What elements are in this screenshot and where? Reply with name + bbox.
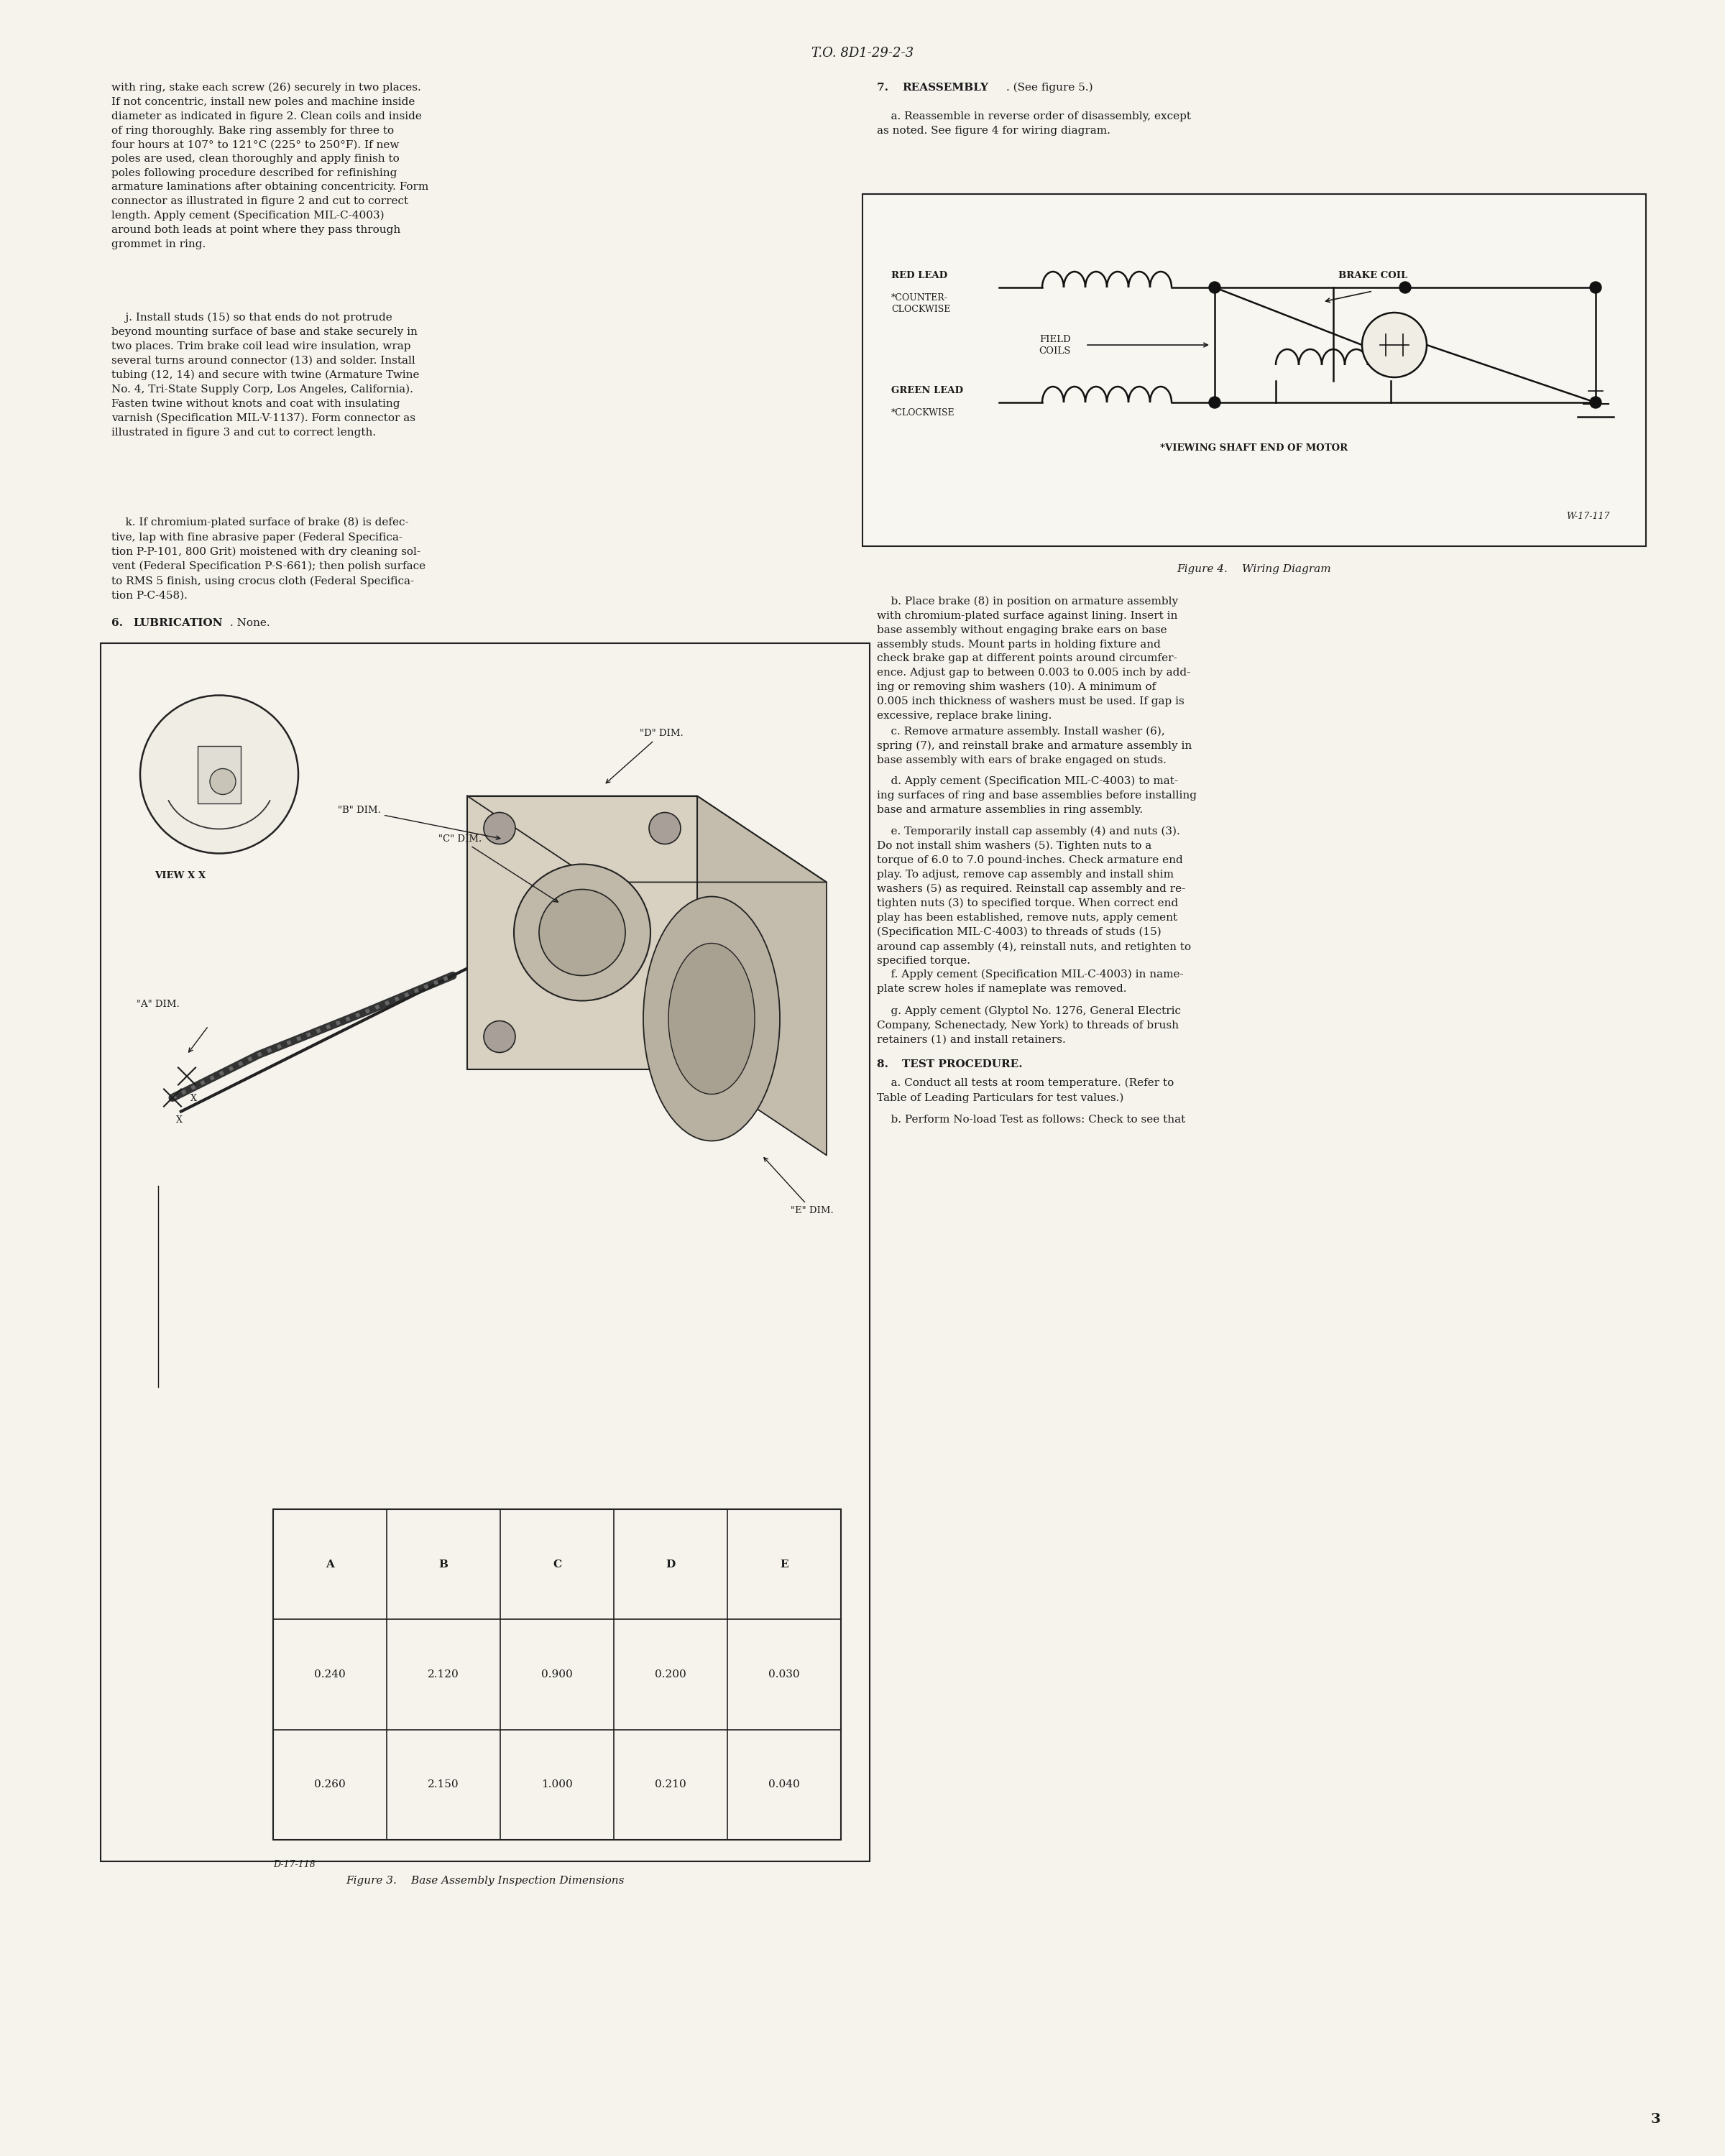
Text: D: D xyxy=(666,1559,676,1570)
Text: B: B xyxy=(438,1559,448,1570)
Text: b. Perform No-load Test as follows: Check to see that: b. Perform No-load Test as follows: Chec… xyxy=(876,1115,1185,1125)
Text: 6.: 6. xyxy=(112,619,131,627)
Text: j. Install studs (15) so that ends do not protrude
beyond mounting surface of ba: j. Install studs (15) so that ends do no… xyxy=(112,313,419,438)
Text: "E" DIM.: "E" DIM. xyxy=(764,1158,833,1216)
Text: f. Apply cement (Specification MIL-C-4003) in name-
plate screw holes if namepla: f. Apply cement (Specification MIL-C-400… xyxy=(876,970,1183,994)
Text: C: C xyxy=(552,1559,561,1570)
Text: 2.120: 2.120 xyxy=(428,1669,459,1680)
Text: 0.040: 0.040 xyxy=(768,1779,800,1789)
Text: 0.240: 0.240 xyxy=(314,1669,345,1680)
Text: 3: 3 xyxy=(1651,2113,1659,2126)
Text: LUBRICATION: LUBRICATION xyxy=(133,619,223,627)
Ellipse shape xyxy=(643,897,780,1141)
Text: T.O. 8D1-29-2-3: T.O. 8D1-29-2-3 xyxy=(811,47,914,60)
Text: g. Apply cement (Glyptol No. 1276, General Electric
Company, Schenectady, New Yo: g. Apply cement (Glyptol No. 1276, Gener… xyxy=(876,1005,1182,1046)
Circle shape xyxy=(649,813,681,845)
Text: E: E xyxy=(780,1559,788,1570)
Text: BRAKE COIL: BRAKE COIL xyxy=(1339,272,1408,280)
Circle shape xyxy=(483,813,516,845)
Text: *COUNTER-
CLOCKWISE: *COUNTER- CLOCKWISE xyxy=(892,293,950,315)
Text: Figure 4.  Wiring Diagram: Figure 4. Wiring Diagram xyxy=(1176,565,1332,573)
Circle shape xyxy=(1399,282,1411,293)
Ellipse shape xyxy=(669,944,756,1095)
Circle shape xyxy=(483,1022,516,1052)
Text: "C" DIM.: "C" DIM. xyxy=(438,834,557,901)
Circle shape xyxy=(514,865,650,1000)
Text: e. Temporarily install cap assembly (4) and nuts (3).
Do not install shim washer: e. Temporarily install cap assembly (4) … xyxy=(876,826,1190,966)
Text: 0.200: 0.200 xyxy=(656,1669,687,1680)
Text: . None.: . None. xyxy=(229,619,271,627)
Text: X: X xyxy=(190,1095,197,1104)
Text: RED LEAD: RED LEAD xyxy=(892,272,947,280)
Text: with ring, stake each screw (26) securely in two places.
If not concentric, inst: with ring, stake each screw (26) securel… xyxy=(112,82,428,250)
Text: b. Place brake (8) in position on armature assembly
with chromium-plated surface: b. Place brake (8) in position on armatu… xyxy=(876,597,1190,720)
Bar xyxy=(862,194,1646,545)
Bar xyxy=(198,746,242,804)
Text: 1.000: 1.000 xyxy=(542,1779,573,1789)
Text: W-17-117: W-17-117 xyxy=(1566,511,1609,522)
Circle shape xyxy=(210,770,236,796)
Text: "B" DIM.: "B" DIM. xyxy=(338,806,500,839)
Text: REASSEMBLY: REASSEMBLY xyxy=(902,82,988,93)
Text: X: X xyxy=(176,1117,183,1125)
Text: 0.900: 0.900 xyxy=(542,1669,573,1680)
Text: 0.030: 0.030 xyxy=(768,1669,800,1680)
Text: 0.260: 0.260 xyxy=(314,1779,345,1789)
Text: d. Apply cement (Specification MIL-C-4003) to mat-
ing surfaces of ring and base: d. Apply cement (Specification MIL-C-400… xyxy=(876,776,1197,815)
Text: a. Conduct all tests at room temperature. (Refer to
Table of Leading Particulars: a. Conduct all tests at room temperature… xyxy=(876,1078,1175,1104)
Polygon shape xyxy=(467,796,826,882)
Text: 2.150: 2.150 xyxy=(428,1779,459,1789)
Text: D-17-118: D-17-118 xyxy=(273,1861,316,1869)
Text: FIELD
COILS: FIELD COILS xyxy=(1038,334,1071,356)
Circle shape xyxy=(1363,313,1427,377)
Polygon shape xyxy=(697,796,826,1156)
Text: 7.: 7. xyxy=(876,82,899,93)
Text: 0.210: 0.210 xyxy=(656,1779,687,1789)
Circle shape xyxy=(649,1022,681,1052)
Bar xyxy=(100,642,869,1861)
Text: 8.: 8. xyxy=(876,1059,899,1069)
Text: Figure 3.  Base Assembly Inspection Dimensions: Figure 3. Base Assembly Inspection Dimen… xyxy=(347,1876,624,1886)
Text: TEST PROCEDURE.: TEST PROCEDURE. xyxy=(902,1059,1023,1069)
Text: "D" DIM.: "D" DIM. xyxy=(605,729,683,783)
Text: c. Remove armature assembly. Install washer (6),
spring (7), and reinstall brake: c. Remove armature assembly. Install was… xyxy=(876,727,1192,765)
Circle shape xyxy=(1209,397,1221,407)
Circle shape xyxy=(538,888,626,975)
Text: "A" DIM.: "A" DIM. xyxy=(136,1000,179,1009)
Bar xyxy=(467,796,697,1069)
Circle shape xyxy=(140,694,298,854)
Circle shape xyxy=(1590,282,1601,293)
Text: *VIEWING SHAFT END OF MOTOR: *VIEWING SHAFT END OF MOTOR xyxy=(1161,444,1347,453)
Circle shape xyxy=(1590,397,1601,407)
Bar xyxy=(273,1509,842,1839)
Text: GREEN LEAD: GREEN LEAD xyxy=(892,386,963,395)
Text: k. If chromium-plated surface of brake (8) is defec-
tive, lap with fine abrasiv: k. If chromium-plated surface of brake (… xyxy=(112,517,426,599)
Text: a. Reassemble in reverse order of disassembly, except
as noted. See figure 4 for: a. Reassemble in reverse order of disass… xyxy=(876,112,1190,136)
Text: *CLOCKWISE: *CLOCKWISE xyxy=(892,407,956,418)
Text: A: A xyxy=(326,1559,335,1570)
Text: VIEW X X: VIEW X X xyxy=(155,871,205,880)
Circle shape xyxy=(1209,282,1221,293)
Text: . (See figure 5.): . (See figure 5.) xyxy=(1006,82,1094,93)
